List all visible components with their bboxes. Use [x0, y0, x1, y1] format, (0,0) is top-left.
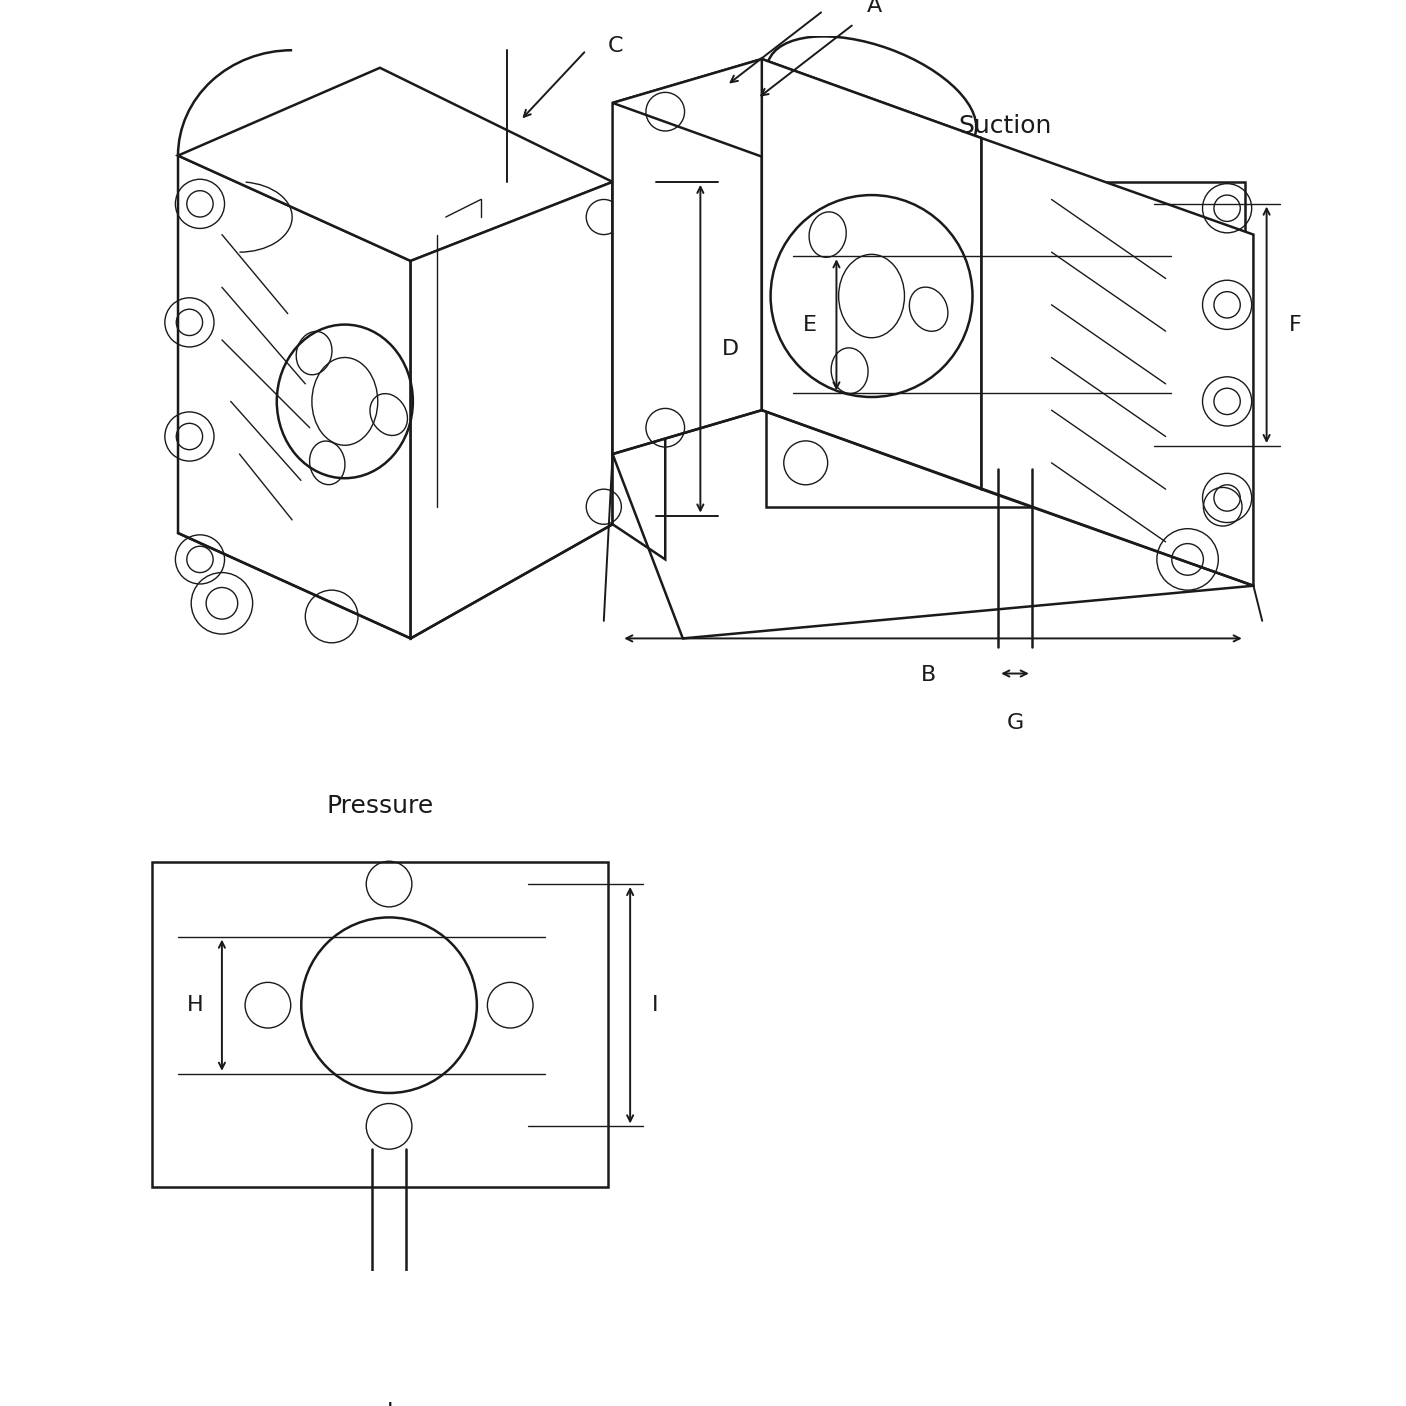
Polygon shape [613, 59, 981, 181]
Text: H: H [187, 995, 204, 1015]
Polygon shape [179, 156, 411, 638]
Text: Pressure: Pressure [326, 794, 433, 818]
Text: G: G [1007, 713, 1024, 733]
Text: J: J [385, 1402, 392, 1406]
Text: A: A [868, 0, 883, 17]
Text: Suction: Suction [959, 114, 1052, 138]
Polygon shape [613, 181, 665, 560]
Bar [766, 181, 1244, 506]
Text: D: D [723, 339, 740, 359]
Bar [152, 862, 609, 1187]
Polygon shape [411, 181, 613, 638]
Text: E: E [803, 315, 817, 335]
Text: C: C [609, 35, 624, 56]
Text: F: F [1288, 315, 1302, 335]
Polygon shape [179, 67, 613, 262]
Polygon shape [981, 138, 1253, 586]
Polygon shape [613, 59, 762, 454]
Text: I: I [652, 995, 658, 1015]
Text: B: B [921, 665, 936, 685]
Polygon shape [762, 59, 981, 489]
